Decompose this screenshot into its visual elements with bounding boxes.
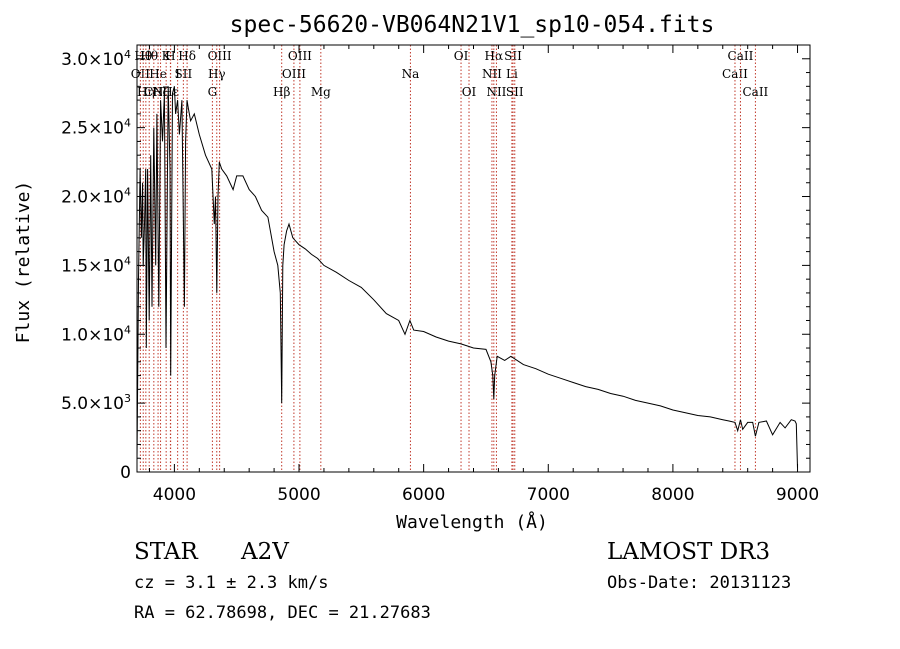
line-marker-label: Hθ bbox=[134, 49, 152, 63]
coordinates: RA = 62.78698, DEC = 21.27683 bbox=[134, 603, 431, 623]
line-marker-label: CaII bbox=[722, 67, 748, 81]
line-marker-label: OIII bbox=[208, 49, 232, 63]
x-tick-label: 5000 bbox=[277, 485, 320, 505]
x-tick-label: 9000 bbox=[776, 485, 819, 505]
object-class: STAR bbox=[134, 539, 198, 565]
line-marker-label: Na bbox=[402, 67, 420, 81]
y-tick-label: 2.0×104 bbox=[61, 186, 131, 208]
line-marker-label: Li bbox=[506, 67, 518, 81]
line-marker-label: NII bbox=[482, 67, 502, 81]
line-marker-label: CaII bbox=[742, 85, 768, 99]
line-marker-label: OIII bbox=[288, 49, 312, 63]
line-marker-label: OI bbox=[454, 49, 469, 63]
y-tick-label: 1.5×104 bbox=[61, 254, 131, 276]
y-tick-label: 3.0×104 bbox=[61, 48, 131, 70]
y-axis: 0 5.0×103 1.0×104 1.5×104 2.0×104 2.5×104 3.0×… bbox=[61, 48, 810, 483]
x-tick-label: 6000 bbox=[402, 485, 445, 505]
plot-frame bbox=[136, 44, 811, 473]
survey-name: LAMOST DR3 bbox=[607, 539, 771, 565]
line-marker-label: I bbox=[175, 67, 180, 81]
line-marker-label: OIII bbox=[282, 67, 306, 81]
y-tick-label: 1.0×104 bbox=[61, 323, 131, 345]
line-marker-label: SII bbox=[175, 67, 193, 81]
x-tick-label: 7000 bbox=[527, 485, 570, 505]
y-tick-label: 0 bbox=[120, 463, 131, 483]
line-marker-label: He bbox=[149, 67, 167, 81]
line-marker-label: SII bbox=[504, 49, 522, 63]
y-tick-label: 2.5×104 bbox=[61, 117, 131, 139]
y-axis-label: Flux (relative) bbox=[13, 181, 34, 344]
line-marker-label: Hη bbox=[137, 85, 155, 99]
line-marker-label: NII bbox=[486, 85, 506, 99]
line-marker-label: CN bbox=[144, 85, 164, 99]
line-marker-label: CaII bbox=[728, 49, 754, 63]
line-marker-label: Mg bbox=[311, 85, 331, 99]
line-marker-label: Hβ bbox=[273, 85, 290, 99]
redshift-velocity: cz = 3.1 ± 2.3 km/s bbox=[134, 573, 329, 593]
x-axis: 4000 5000 6000 7000 8000 9000 bbox=[148, 45, 819, 505]
spectral-subclass: A2V bbox=[241, 539, 289, 565]
emission-line-markers: OIIHθHηHθCNHeHζKHHεISIIHδGHγOIIIHβOIIIOI… bbox=[131, 45, 769, 472]
line-marker-label: K bbox=[162, 49, 172, 63]
line-marker-label: OII bbox=[131, 67, 151, 81]
line-marker-label: Hδ bbox=[178, 49, 196, 63]
line-marker-label: Hθ bbox=[140, 49, 158, 63]
line-marker-label: G bbox=[208, 85, 218, 99]
observation-date: Obs-Date: 20131123 bbox=[607, 573, 792, 593]
chart-title: spec-56620-VB064N21V1_sp10-054.fits bbox=[230, 12, 715, 38]
x-axis-label: Wavelength (Å) bbox=[396, 511, 548, 533]
line-marker-label: Hα bbox=[485, 49, 504, 63]
line-marker-label: OI bbox=[462, 85, 477, 99]
y-tick-label: 5.0×103 bbox=[61, 392, 131, 414]
x-tick-label: 4000 bbox=[153, 485, 196, 505]
x-tick-label: 8000 bbox=[651, 485, 694, 505]
line-marker-label: Hζ bbox=[152, 85, 169, 99]
line-marker-label: SII bbox=[506, 85, 524, 99]
line-marker-label: Hγ bbox=[208, 67, 226, 81]
spectrum-series-line bbox=[136, 86, 798, 468]
